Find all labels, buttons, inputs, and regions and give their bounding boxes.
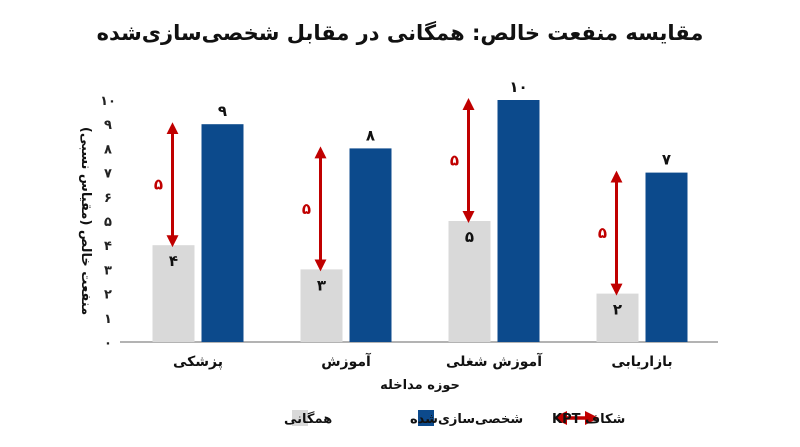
bar-mass [596, 293, 639, 342]
mass-value-label: ۴ [169, 252, 178, 270]
bar-mass [300, 269, 343, 342]
category-labels: پزشکی آموزش آموزش شغلی بازاریابی [173, 352, 673, 370]
legend-item-mass: همگانی [284, 410, 332, 427]
legend-mass-label: همگانی [284, 411, 332, 427]
y-tick-label: ۲ [104, 288, 112, 303]
personalized-value-label: ۹ [218, 102, 227, 120]
bar-personalized [645, 172, 688, 342]
x-axis-label: حوزه مداخله [380, 378, 460, 393]
y-tick-label: ۳ [104, 263, 112, 278]
personalized-value-label: ۸ [366, 126, 375, 144]
y-tick-label: ۴ [104, 239, 112, 254]
bar-personalized [201, 124, 244, 342]
gap-value-label: ۵ [154, 176, 163, 194]
category-label: بازاریابی [611, 354, 672, 370]
legend: شکاف KPT شخصی‌سازی‌شده همگانی [284, 410, 625, 427]
legend-item-gap: شکاف KPT [552, 411, 625, 427]
y-axis-label: منفعت خالص (مقیاس نسبی) [78, 127, 93, 315]
y-tick-label: ۵ [104, 215, 112, 230]
y-axis-ticks: ۰ ۱ ۲ ۳ ۴ ۵ ۶ ۷ ۸ ۹ ۱۰ [100, 94, 116, 351]
gap-value-label: ۵ [302, 200, 311, 218]
bar-personalized [349, 148, 392, 342]
legend-personalized-label: شخصی‌سازی‌شده [410, 412, 523, 427]
bar-mass [448, 221, 491, 342]
category-label: آموزش [321, 352, 372, 370]
chart-title: مقایسه منفعت خالص: همگانی در مقابل شخصی‌… [97, 20, 704, 45]
legend-gap-label: شکاف KPT [552, 412, 625, 427]
bar-mass [152, 245, 195, 342]
y-tick-label: ۸ [104, 142, 112, 157]
y-tick-label: ۹ [104, 118, 112, 133]
y-tick-label: ۱ [104, 312, 112, 327]
mass-value-label: ۳ [317, 276, 326, 294]
category-label: پزشکی [173, 354, 223, 370]
y-tick-label: ۷ [104, 167, 112, 182]
gap-arrows-group: ۵ ۵ ۵ ۵ [154, 98, 623, 296]
mass-value-label: ۵ [465, 228, 474, 246]
gap-value-label: ۵ [598, 224, 607, 242]
mass-value-label: ۲ [613, 301, 622, 319]
personalized-value-label: ۷ [662, 151, 671, 169]
y-tick-label: ۱۰ [100, 94, 116, 109]
category-label: آموزش شغلی [446, 352, 543, 370]
gap-value-label: ۵ [450, 152, 459, 170]
legend-personalized-swatch [418, 410, 434, 426]
bars-group: ۴ ۹ ۳ ۸ ۵ ۱۰ ۲ ۷ [152, 78, 688, 342]
y-tick-label: ۶ [104, 191, 112, 206]
legend-mass-swatch [292, 410, 308, 426]
bar-personalized [497, 100, 540, 342]
legend-item-personalized: شخصی‌سازی‌شده [410, 410, 523, 427]
y-tick-label: ۰ [104, 336, 112, 351]
personalized-value-label: ۱۰ [509, 78, 527, 96]
